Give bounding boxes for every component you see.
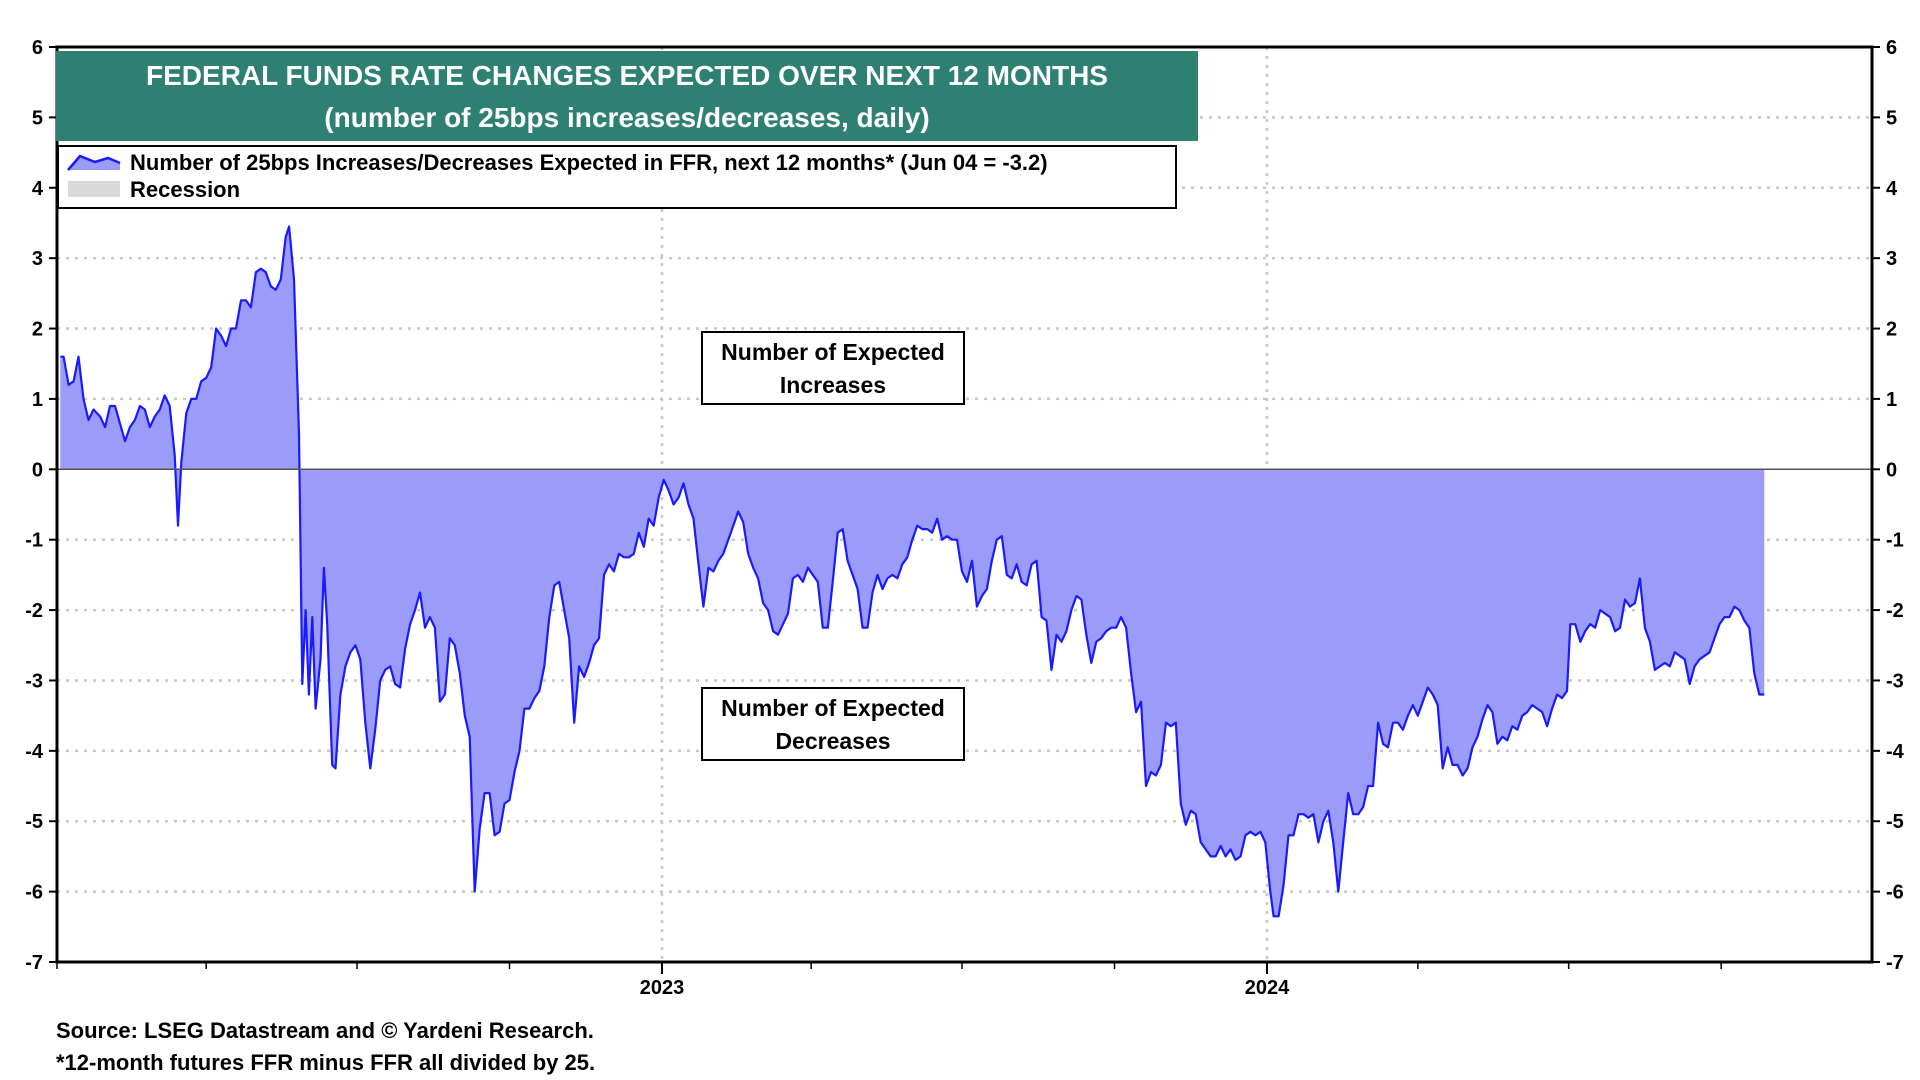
y-tick-label-left: 0: [32, 459, 43, 481]
y-tick-label-left: -5: [25, 811, 43, 833]
y-tick-label-right: 0: [1886, 459, 1897, 481]
series-area-fill: [60, 226, 1765, 917]
y-tick-label-left: 3: [32, 248, 43, 270]
y-tick-label-right: -7: [1886, 952, 1904, 974]
y-tick-label-left: 4: [32, 178, 44, 200]
y-tick-label-left: 6: [32, 37, 43, 59]
annotation-decreases-line1: Number of Expected: [721, 695, 945, 721]
annotation-decreases: Number of Expected Decreases: [701, 687, 965, 761]
y-tick-label-left: -2: [25, 600, 43, 622]
y-tick-label-right: 3: [1886, 248, 1897, 270]
y-tick-label-left: -1: [25, 530, 43, 552]
annotation-increases-line1: Number of Expected: [721, 339, 945, 365]
legend-swatch-recession: [68, 181, 120, 197]
annotation-decreases-box: [701, 687, 965, 761]
y-tick-label-left: 1: [32, 389, 43, 411]
annotation-decreases-line2: Decreases: [775, 728, 890, 754]
data-area: [60, 225, 1765, 918]
title-banner: FEDERAL FUNDS RATE CHANGES EXPECTED OVER…: [56, 51, 1198, 141]
x-tick-label: 2023: [640, 977, 685, 999]
y-tick-label-left: -7: [25, 952, 43, 974]
y-tick-label-left: -4: [25, 741, 44, 763]
annotation-increases: Number of Expected Increases: [701, 331, 965, 405]
legend: Number of 25bps Increases/Decreases Expe…: [57, 145, 1177, 209]
y-tick-label-right: -1: [1886, 530, 1904, 552]
y-tick-label-right: 6: [1886, 37, 1897, 59]
annotation-increases-line2: Increases: [780, 372, 886, 398]
y-tick-label-right: -2: [1886, 600, 1904, 622]
legend-box: [57, 145, 1177, 209]
y-tick-label-right: 5: [1886, 107, 1897, 129]
axes: 6 6 5 5 4 4 3 3 2 2 1 1 0 0 -1 -1 -2 -2 -3 -3 -4 -4 -5 -5 -6 -6 -7…: [25, 37, 1904, 999]
legend-swatch-series: [67, 154, 121, 171]
chart-subtitle: (number of 25bps increases/decreases, da…: [324, 102, 929, 133]
plot-frame: [55, 45, 1874, 964]
legend-label-series: Number of 25bps Increases/Decreases Expe…: [130, 150, 1048, 175]
annotation-increases-box: [701, 331, 965, 405]
y-tick-label-left: -3: [25, 670, 43, 692]
y-tick-label-right: -4: [1886, 741, 1905, 763]
y-tick-label-right: -6: [1886, 882, 1904, 904]
y-tick-label-left: 5: [32, 107, 43, 129]
footer-note: *12-month futures FFR minus FFR all divi…: [56, 1050, 596, 1075]
y-tick-label-right: -5: [1886, 811, 1904, 833]
chart-title: FEDERAL FUNDS RATE CHANGES EXPECTED OVER…: [146, 60, 1108, 91]
y-tick-label-right: 1: [1886, 389, 1897, 411]
y-tick-label-right: 4: [1886, 178, 1898, 200]
title-background: [56, 51, 1198, 141]
y-tick-label-right: 2: [1886, 319, 1897, 341]
x-tick-label: 2024: [1245, 977, 1290, 999]
footer-source: Source: LSEG Datastream and © Yardeni Re…: [56, 1018, 594, 1043]
series-line: [60, 225, 1765, 918]
legend-label-recession: Recession: [130, 177, 240, 202]
y-tick-label-left: -6: [25, 882, 43, 904]
y-tick-label-left: 2: [32, 319, 43, 341]
y-tick-label-right: -3: [1886, 670, 1904, 692]
